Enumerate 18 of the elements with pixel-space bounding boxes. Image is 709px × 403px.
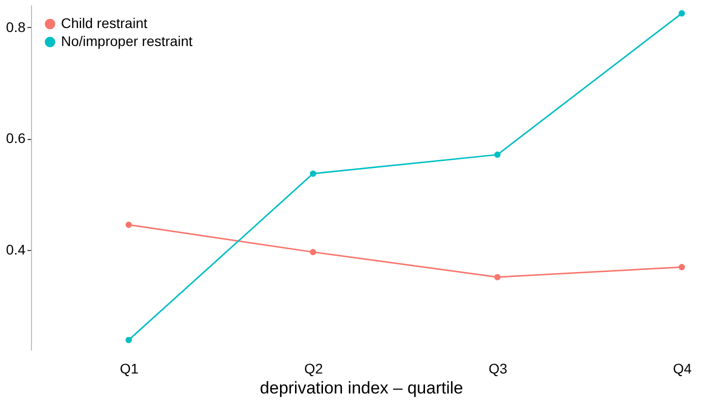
point (494, 152, 501, 158)
legend-label: No/improper restraint (61, 33, 193, 49)
point (678, 10, 685, 17)
y-tick-label: 0.6 (6, 130, 26, 146)
point (678, 264, 685, 270)
legend-label: Child restraint (61, 15, 148, 31)
point (310, 248, 316, 256)
x-tick-label: Q4 (672, 360, 692, 376)
x-tick-label: Q2 (304, 360, 324, 376)
point (310, 170, 316, 177)
x-tick-label: Q1 (120, 360, 139, 376)
y-tick-label: 0.4 (6, 241, 26, 258)
point (126, 336, 132, 344)
point (494, 274, 501, 280)
x-axis-title: deprivation index – quartile (260, 378, 464, 398)
x-tick-label: Q3 (488, 360, 508, 376)
y-tick-label: 0.8 (6, 18, 26, 35)
point (126, 222, 132, 228)
